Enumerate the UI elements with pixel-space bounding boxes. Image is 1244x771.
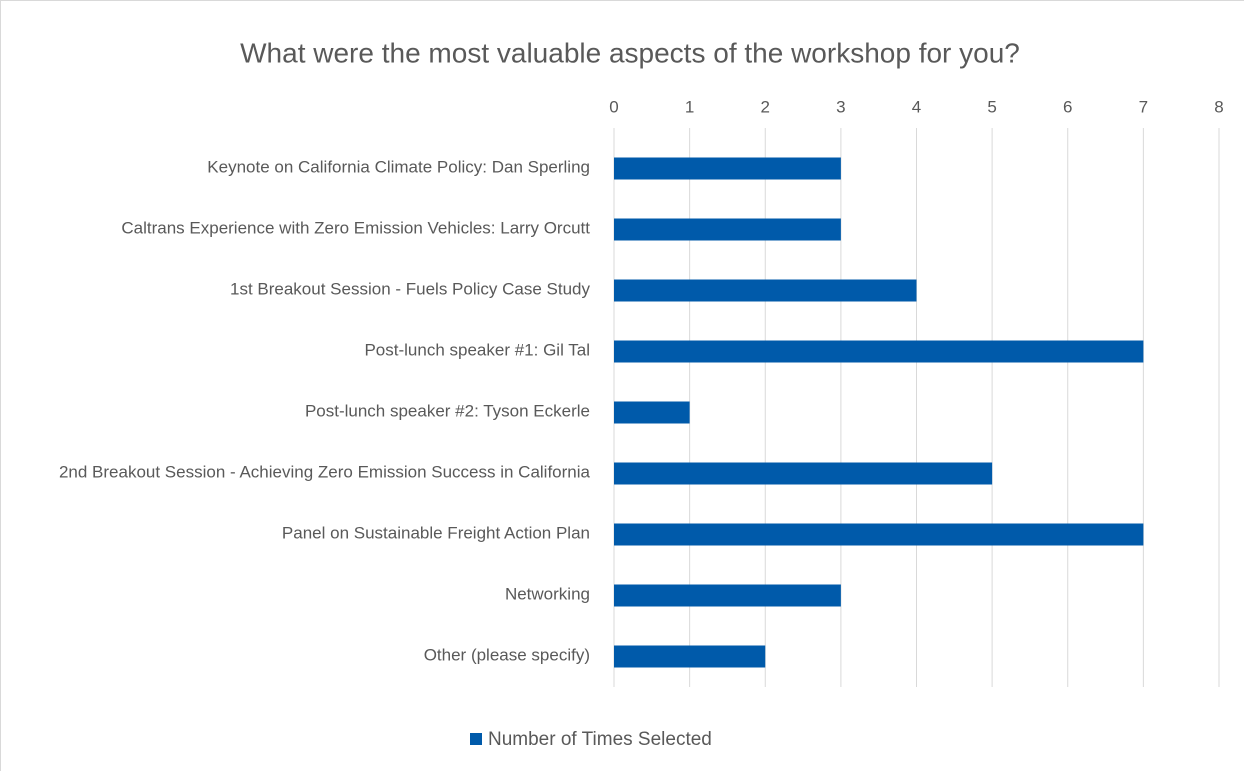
y-tick-label: Keynote on California Climate Policy: Da… [207, 158, 590, 177]
bar [614, 462, 993, 485]
bar [614, 401, 690, 424]
x-tick-label: 4 [912, 97, 921, 116]
y-tick-label: Post-lunch speaker #1: Gil Tal [364, 341, 590, 360]
x-tick-label: 1 [685, 97, 694, 116]
y-tick-label: 2nd Breakout Session - Achieving Zero Em… [59, 463, 591, 482]
bar [614, 645, 766, 668]
x-tick-label: 0 [609, 97, 618, 116]
bar [614, 584, 841, 607]
legend-label: Number of Times Selected [488, 729, 712, 750]
bar [614, 157, 841, 180]
y-tick-label: Other (please specify) [424, 646, 590, 665]
bar [614, 279, 917, 302]
bar [614, 523, 1144, 546]
y-tick-label: Caltrans Experience with Zero Emission V… [121, 219, 590, 238]
x-tick-label: 5 [987, 97, 996, 116]
y-tick-label: Post-lunch speaker #2: Tyson Eckerle [305, 402, 590, 421]
x-tick-label: 8 [1214, 97, 1223, 116]
x-tick-label: 3 [836, 97, 845, 116]
y-tick-label: Networking [505, 585, 590, 604]
bar [614, 340, 1144, 363]
y-tick-label: 1st Breakout Session - Fuels Policy Case… [230, 280, 590, 299]
y-tick-label: Panel on Sustainable Freight Action Plan [282, 524, 590, 543]
x-tick-label: 2 [761, 97, 770, 116]
bar [614, 218, 841, 241]
x-tick-label: 7 [1139, 97, 1148, 116]
chart-title: What were the most valuable aspects of t… [240, 37, 1020, 68]
x-tick-label: 6 [1063, 97, 1072, 116]
legend-swatch [470, 733, 482, 745]
